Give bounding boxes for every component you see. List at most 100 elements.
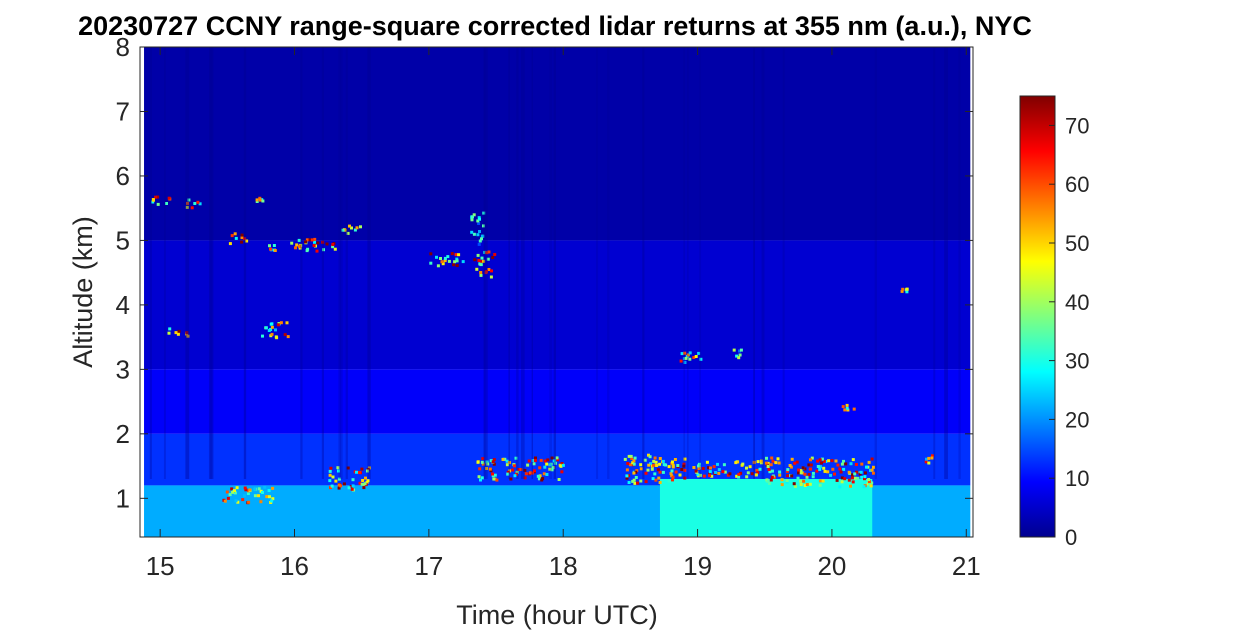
cloud-pixel bbox=[821, 479, 825, 483]
cloud-pixel bbox=[777, 461, 781, 465]
cloud-pixel bbox=[290, 241, 294, 245]
cloud-pixel bbox=[683, 468, 687, 472]
cloud-pixel bbox=[823, 469, 827, 473]
cloud-pixel bbox=[625, 476, 629, 480]
cloud-pixel bbox=[822, 459, 826, 463]
cloud-pixel bbox=[269, 322, 273, 326]
cloud-pixel bbox=[539, 458, 543, 462]
cloud-pixel bbox=[363, 482, 367, 486]
cloud-pixel bbox=[485, 460, 489, 464]
cloud-pixel bbox=[228, 493, 232, 497]
cloud-pixel bbox=[243, 237, 247, 241]
vertical-streaks bbox=[149, 47, 961, 479]
cloud-pixel bbox=[647, 463, 651, 467]
cloud-pixel bbox=[698, 473, 702, 477]
cloud-pixel bbox=[531, 459, 535, 462]
cloud-pixel bbox=[274, 335, 278, 339]
cloud-pixel bbox=[658, 462, 662, 466]
cloud-pixel bbox=[633, 481, 637, 485]
cloud-pixel bbox=[240, 240, 244, 244]
cloud-pixel bbox=[628, 463, 632, 467]
cloud-pixel bbox=[527, 459, 531, 463]
cloud-feature-10 bbox=[429, 252, 465, 268]
cloud-pixel bbox=[841, 405, 845, 409]
cloud-pixel bbox=[822, 466, 826, 470]
dropout-streak bbox=[753, 47, 755, 479]
cloud-pixel bbox=[443, 259, 447, 263]
cloud-pixel bbox=[632, 462, 636, 466]
cloud-pixel bbox=[493, 473, 497, 477]
cloud-pixel bbox=[257, 487, 261, 491]
cloud-pixel bbox=[869, 484, 873, 488]
cloud-pixel bbox=[454, 253, 458, 257]
cloud-pixel bbox=[766, 461, 770, 465]
dropout-streak bbox=[933, 47, 936, 479]
cloud-pixel bbox=[519, 468, 523, 471]
cloud-pixel bbox=[662, 463, 666, 467]
cloud-pixel bbox=[479, 273, 483, 277]
x-tick-label-20: 20 bbox=[817, 551, 846, 581]
cloud-pixel bbox=[331, 475, 335, 479]
cloud-pixel bbox=[267, 489, 271, 492]
cloud-pixel bbox=[478, 262, 482, 266]
cloud-pixel bbox=[699, 357, 703, 361]
cloud-pixel bbox=[818, 458, 822, 462]
cloud-pixel bbox=[294, 246, 297, 250]
cloud-pixel bbox=[625, 474, 629, 478]
cloud-pixel bbox=[321, 240, 325, 244]
cloud-pixel bbox=[557, 478, 561, 481]
dropout-streak bbox=[345, 47, 348, 479]
cloud-pixel bbox=[350, 226, 353, 230]
background-band-2 bbox=[144, 240, 971, 370]
cloud-pixel bbox=[243, 486, 247, 490]
cloud-pixel bbox=[712, 465, 716, 469]
cloud-pixel bbox=[524, 472, 528, 476]
cloud-pixel bbox=[485, 467, 488, 470]
cloud-pixel bbox=[721, 470, 725, 474]
cloud-pixel bbox=[285, 321, 289, 325]
cloud-pixel bbox=[253, 494, 257, 498]
cloud-pixel bbox=[328, 473, 332, 477]
cloud-pixel bbox=[808, 482, 812, 486]
cloud-pixel bbox=[476, 233, 480, 237]
dropout-streak bbox=[874, 47, 877, 479]
cloud-pixel bbox=[487, 250, 491, 254]
boundary-layer-block bbox=[659, 478, 873, 537]
cloud-pixel bbox=[682, 357, 686, 361]
cloud-pixel bbox=[670, 469, 674, 473]
cloud-pixel bbox=[702, 474, 706, 478]
cloud-pixel bbox=[283, 333, 287, 337]
cloud-feature-5 bbox=[255, 196, 265, 203]
cloud-pixel bbox=[337, 477, 341, 481]
cloud-pixel bbox=[269, 247, 272, 251]
cloud-pixel bbox=[856, 476, 860, 480]
cloud-pixel bbox=[560, 462, 564, 465]
cloud-pixel bbox=[186, 334, 190, 338]
cloud-pixel bbox=[198, 202, 202, 206]
cloud-pixel bbox=[770, 475, 774, 479]
colorbar-gradient bbox=[1019, 95, 1056, 538]
cloud-pixel bbox=[737, 356, 741, 360]
cloud-pixel bbox=[801, 466, 805, 470]
cloud-pixel bbox=[455, 257, 459, 261]
cloud-pixel bbox=[646, 468, 650, 472]
cloud-feature-6 bbox=[268, 244, 277, 252]
cloud-pixel bbox=[748, 465, 752, 469]
cloud-pixel bbox=[241, 498, 245, 502]
cloud-pixel bbox=[745, 475, 749, 479]
cloud-pixel bbox=[154, 195, 158, 199]
cloud-pixel bbox=[738, 349, 741, 353]
cloud-pixel bbox=[346, 231, 350, 235]
y-tick-label-7: 7 bbox=[116, 96, 130, 126]
cloud-pixel bbox=[480, 460, 484, 464]
cloud-pixel bbox=[548, 467, 552, 471]
cloud-pixel bbox=[818, 479, 822, 483]
cloud-pixel bbox=[656, 468, 660, 472]
cloud-pixel bbox=[683, 361, 687, 364]
dropout-streak bbox=[699, 47, 702, 479]
cloud-pixel bbox=[523, 468, 527, 472]
cloud-pixel bbox=[176, 332, 180, 336]
cloud-pixel bbox=[348, 224, 351, 228]
cloud-pixel bbox=[867, 478, 871, 481]
cloud-pixel bbox=[843, 477, 847, 481]
